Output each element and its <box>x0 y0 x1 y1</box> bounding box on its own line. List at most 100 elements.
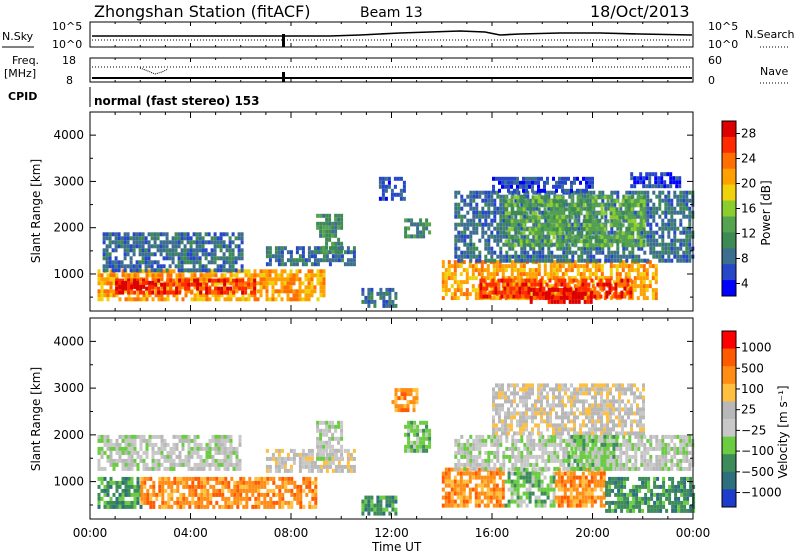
power-cell <box>295 250 299 255</box>
power-cell <box>274 254 278 259</box>
velocity-cell <box>97 492 101 497</box>
power-cell <box>651 276 655 281</box>
power-cell <box>322 281 326 286</box>
power-cell <box>600 223 604 228</box>
power-cell <box>157 273 161 278</box>
power-cell <box>666 172 670 177</box>
power-cell <box>205 282 209 287</box>
power-cell <box>109 281 113 286</box>
power-cell <box>175 273 179 278</box>
power-cell <box>325 229 329 234</box>
power-cell <box>531 231 535 236</box>
velocity-cell <box>164 500 168 505</box>
power-cell <box>562 246 566 251</box>
nave-dip <box>139 67 169 75</box>
power-cell <box>195 268 199 273</box>
power-cell <box>121 284 125 289</box>
velocity-cell <box>328 448 332 453</box>
power-cell <box>453 276 457 281</box>
power-cell <box>373 303 377 308</box>
power-cell <box>522 184 525 189</box>
power-cell <box>298 269 302 274</box>
power-cell <box>115 280 119 285</box>
power-cell <box>195 248 199 253</box>
power-cell <box>393 176 397 181</box>
power-cell <box>541 291 545 296</box>
power-cell <box>214 273 218 278</box>
power-cell <box>606 235 610 240</box>
power-cell <box>457 246 461 251</box>
velocity-cell <box>459 503 463 508</box>
velocity-cell <box>109 504 113 509</box>
power-cell <box>457 190 461 195</box>
power-cell <box>471 272 475 277</box>
power-cell <box>147 240 151 245</box>
velocity-cell <box>142 458 146 463</box>
power-cell <box>391 299 395 304</box>
velocity-cell <box>263 476 267 481</box>
power-cell <box>337 258 341 263</box>
velocity-cell <box>322 440 326 445</box>
power-cell <box>546 203 550 208</box>
power-cell <box>646 258 650 263</box>
power-cell <box>462 260 466 265</box>
velocity-cell <box>308 504 312 509</box>
power-cell <box>642 239 646 244</box>
power-cell <box>654 184 658 189</box>
power-cell <box>610 258 614 263</box>
velocity-cell <box>275 492 279 497</box>
velocity-cell <box>166 466 170 471</box>
velocity-cell <box>151 446 155 451</box>
power-cell <box>490 190 494 195</box>
power-cell <box>585 223 589 228</box>
power-cell <box>100 281 104 286</box>
velocity-cell <box>106 492 110 497</box>
velocity-cell <box>394 404 398 409</box>
power-cell <box>555 211 559 216</box>
power-cell <box>673 210 677 215</box>
power-cell <box>103 293 107 298</box>
power-cell <box>322 229 326 234</box>
power-cell <box>642 280 646 285</box>
power-cell <box>496 222 500 227</box>
power-cell <box>190 277 194 282</box>
power-cell <box>561 188 564 193</box>
power-cell <box>240 252 244 257</box>
power-cell <box>207 240 211 245</box>
power-cell <box>171 252 175 257</box>
power-cell <box>504 184 507 189</box>
velocity-cell <box>236 500 240 505</box>
velocity-cell <box>242 504 246 509</box>
power-cell <box>621 260 625 265</box>
power-cell <box>479 294 483 299</box>
power-cell <box>322 245 326 250</box>
velocity-cell <box>166 450 170 455</box>
power-cell <box>523 234 527 239</box>
velocity-cell <box>447 499 451 504</box>
power-cell <box>664 250 668 255</box>
power-cell <box>488 290 492 295</box>
power-cell <box>538 295 542 300</box>
velocity-cell <box>314 488 318 493</box>
power-cell <box>280 281 284 286</box>
power-cell <box>636 264 640 269</box>
velocity-cell <box>106 434 110 439</box>
velocity-cell <box>456 495 460 500</box>
velocity-cell <box>115 480 119 485</box>
velocity-cell <box>124 476 128 481</box>
power-cell <box>114 260 118 265</box>
power-cell <box>631 250 635 255</box>
power-cell <box>259 269 263 274</box>
power-cell <box>615 264 619 269</box>
velocity-cell <box>286 468 290 473</box>
power-cell <box>589 291 593 296</box>
velocity-cell <box>214 466 218 471</box>
power-cell <box>298 258 302 263</box>
power-cell <box>334 213 338 218</box>
velocity-cell <box>319 468 323 473</box>
velocity-cell <box>474 471 478 476</box>
power-cell <box>100 273 104 278</box>
velocity-cell <box>238 462 242 467</box>
velocity-cell <box>495 495 499 500</box>
power-cell <box>616 242 620 247</box>
